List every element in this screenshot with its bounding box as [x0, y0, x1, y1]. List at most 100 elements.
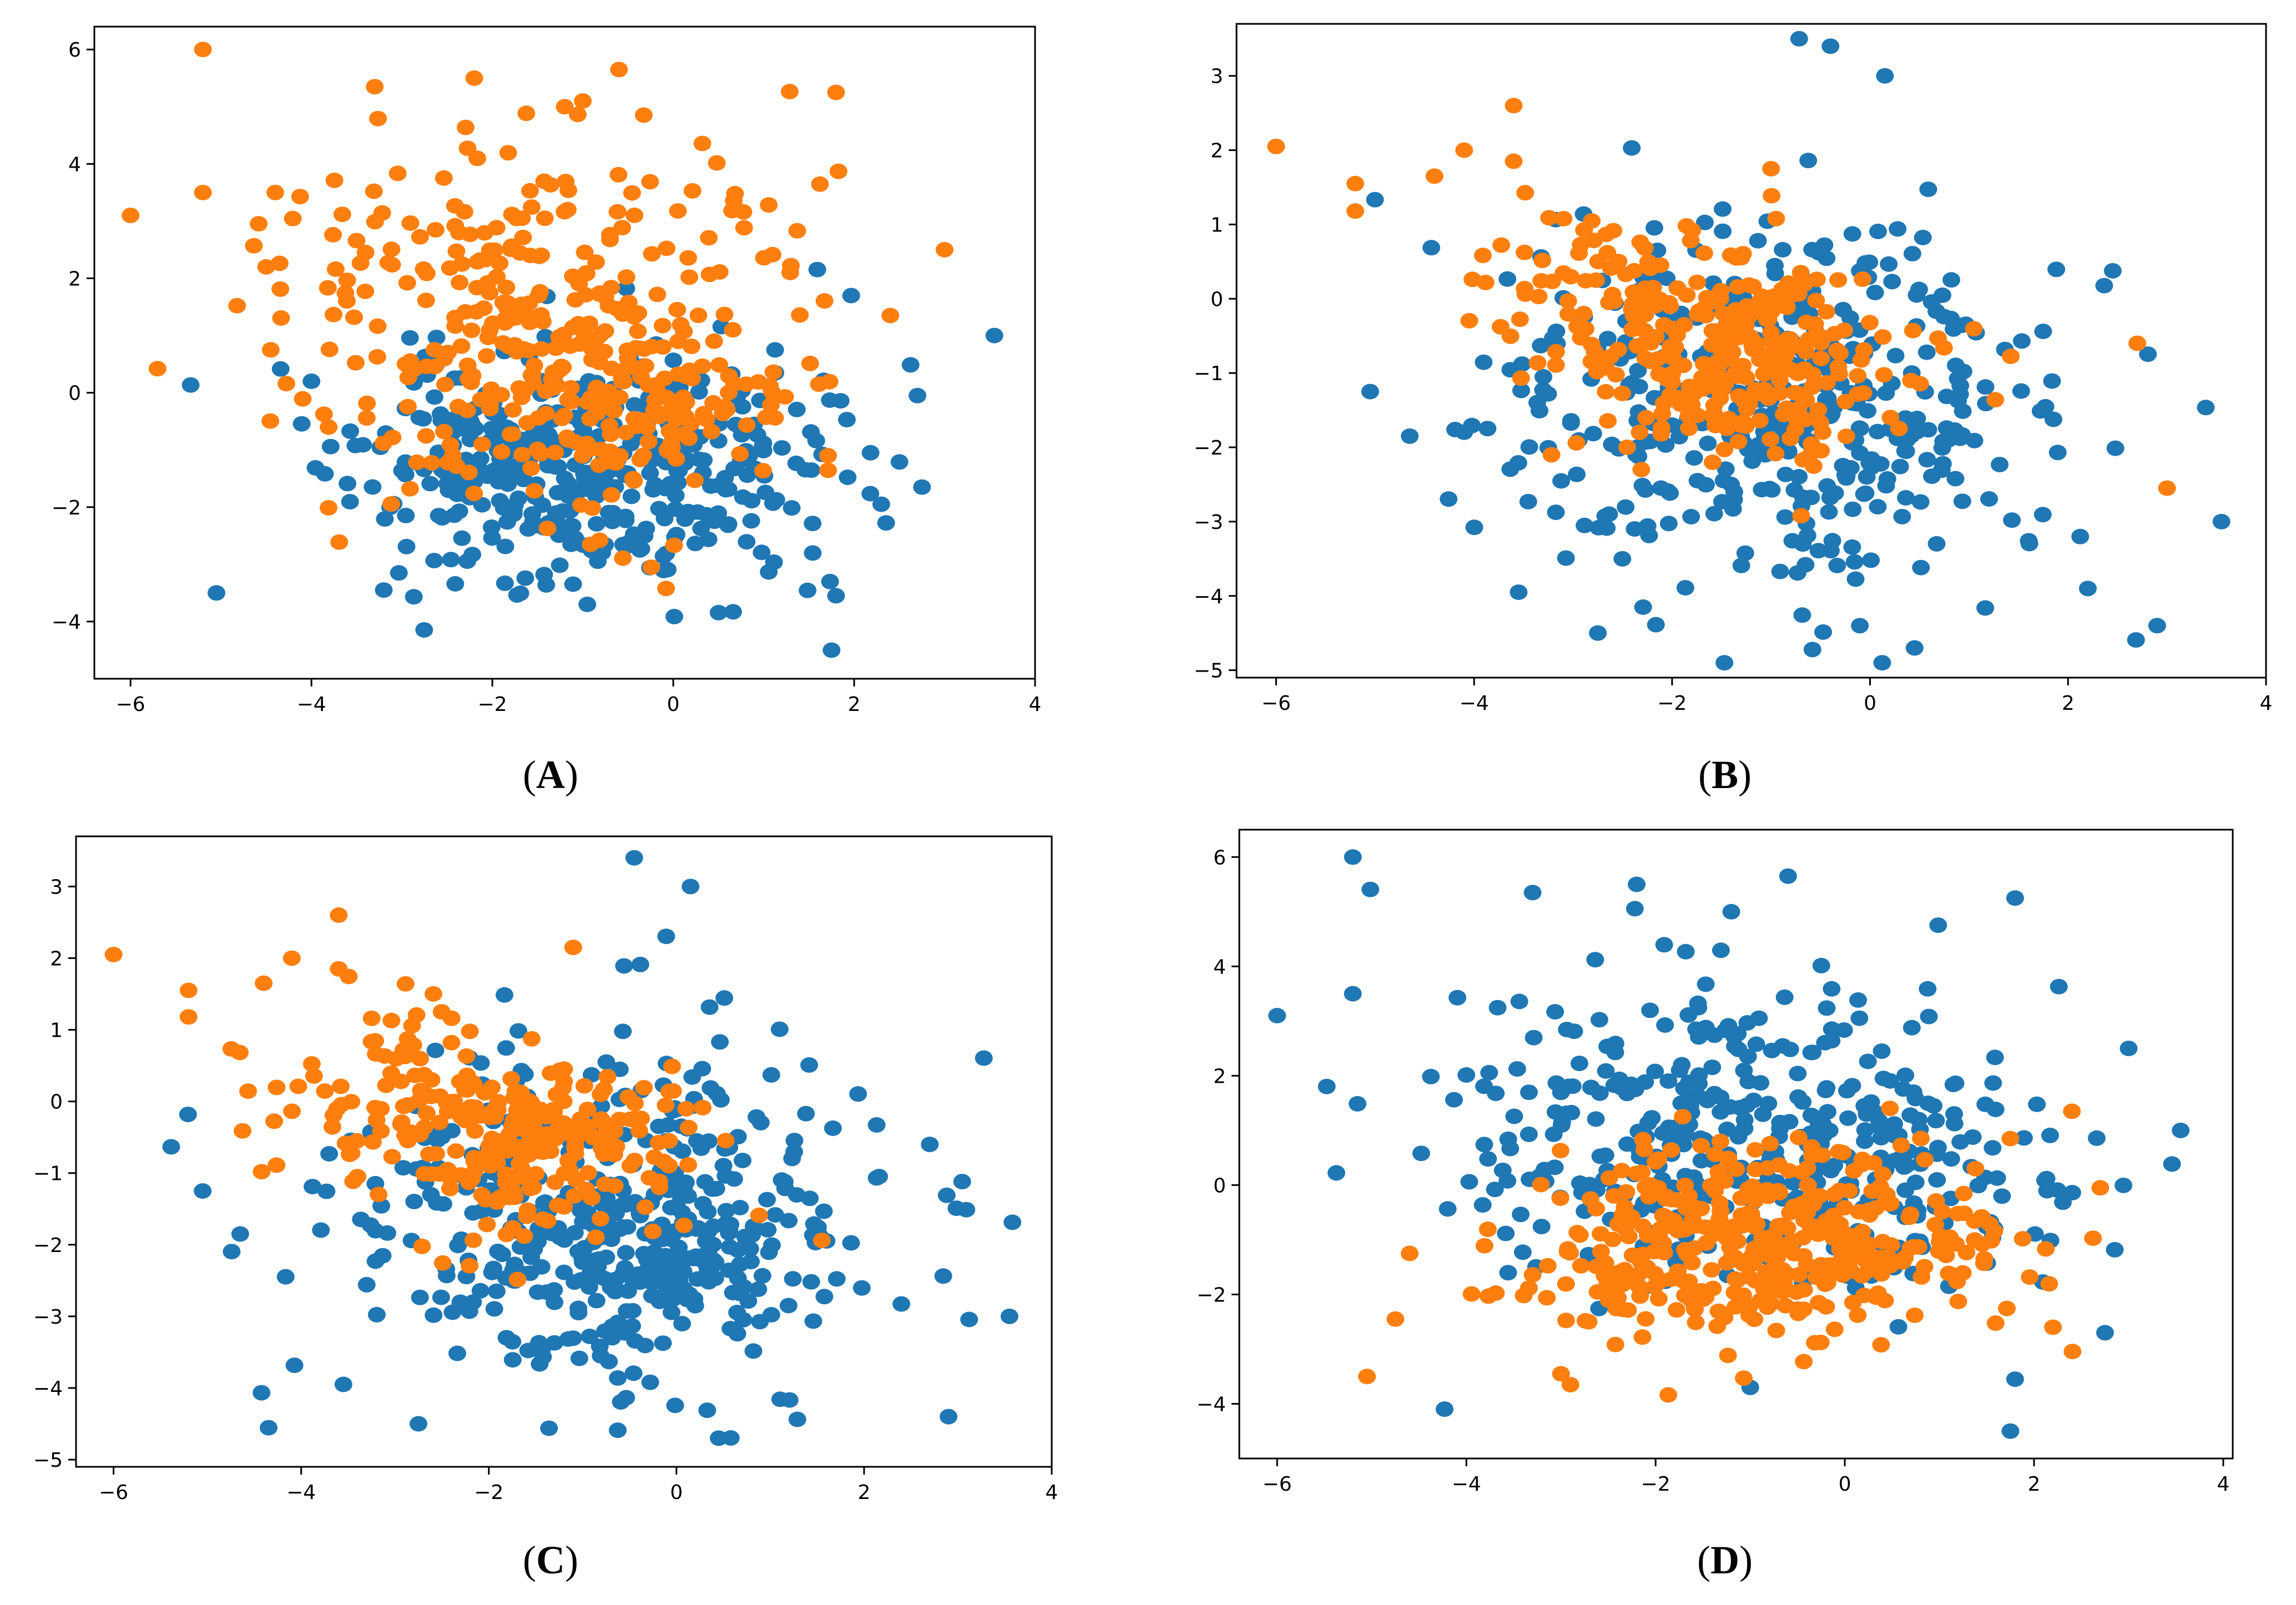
panel-a-orange-point: [764, 364, 783, 380]
panel-c-blue-point: [425, 1307, 443, 1323]
panel-b-orange-point: [1624, 307, 1643, 324]
panel-b-x-tick-label: −4: [1460, 692, 1489, 715]
panel-d-x-tick-label: 4: [2217, 1473, 2229, 1496]
panel-b-orange-point: [1732, 250, 1750, 266]
panel-d-orange-point: [1739, 1269, 1758, 1285]
panel-a-blue-point: [535, 567, 553, 583]
panel-b-orange-point: [1604, 223, 1622, 239]
panel-d-orange-point: [1809, 1295, 1828, 1311]
panel-c-blue-point: [411, 1289, 429, 1305]
panel-c-orange-point: [509, 1117, 527, 1133]
panel-a-orange-point: [458, 357, 477, 374]
panel-c-blue-point: [775, 1174, 794, 1190]
panel-d-orange-point: [2014, 1231, 2032, 1247]
panel-a-orange-point: [538, 521, 557, 537]
panel-a-orange-point: [572, 497, 590, 513]
panel-d-orange-point: [1538, 1290, 1556, 1306]
panel-c-frame: [75, 835, 1053, 1468]
panel-d-blue-point: [1535, 1162, 1553, 1178]
panel-a-blue-point: [339, 476, 357, 492]
panel-d-blue-point: [1818, 1000, 1836, 1016]
panel-a-orange-point: [481, 401, 499, 417]
panel-d-x-tick-label: 2: [2028, 1473, 2041, 1496]
panel-c-orange-point: [577, 1182, 596, 1198]
panel-d-blue-point: [1735, 1112, 1754, 1128]
panel-a-orange-point: [492, 387, 510, 403]
panel-c-orange-point: [505, 1090, 523, 1106]
panel-d-blue-point: [1344, 986, 1362, 1002]
panel-a-blue-point: [536, 329, 554, 345]
panel-b-orange-point: [1694, 381, 1712, 397]
panel-a-orange-point: [668, 302, 687, 317]
panel-c-orange-point: [302, 1056, 321, 1072]
panel-b-blue-point: [1699, 435, 1717, 451]
panel-d-blue-point: [1268, 1008, 1286, 1023]
panel-c-orange-point: [544, 1102, 562, 1118]
panel-c-blue-point: [432, 1289, 450, 1305]
panel-c-orange-point: [555, 1073, 573, 1089]
panel-d-blue-point: [1552, 1117, 1571, 1133]
panel-a-blue-point: [831, 393, 850, 409]
panel-b-orange-point: [1542, 447, 1561, 463]
panel-b-blue-point: [1814, 624, 1832, 640]
panel-a-orange-point: [245, 238, 263, 254]
panel-a-orange-point: [532, 248, 551, 263]
panel-b-blue-point: [1917, 344, 1936, 360]
panel-c-blue-point: [334, 1376, 352, 1392]
panel-a-orange-point: [270, 255, 289, 271]
panel-b-orange-point: [1680, 420, 1698, 436]
panel-d-blue-point: [1513, 1244, 1532, 1260]
panel-d-blue-point: [1475, 1078, 1493, 1094]
panel-d-orange-point: [1927, 1193, 1945, 1209]
panel-c-orange-point: [495, 1132, 513, 1148]
panel-a-blue-point: [804, 516, 822, 532]
panel-c-orange-point: [367, 1112, 386, 1128]
panel-c-blue-point: [659, 1117, 677, 1133]
panel-b-orange-point: [1767, 348, 1785, 364]
panel-c-blue-point: [749, 1281, 768, 1298]
panel-c-blue-point: [734, 1153, 751, 1168]
panel-b-orange-point: [1792, 508, 1810, 524]
panel-b-blue-point: [1859, 403, 1876, 419]
panel-a-orange-point: [735, 220, 753, 236]
panel-b-blue-point: [1714, 223, 1732, 239]
panel-d-orange-point: [1649, 1151, 1667, 1167]
panel-d-blue-point: [2106, 1241, 2124, 1258]
panel-d-blue-point: [1849, 992, 1867, 1008]
panel-d-orange-point: [1871, 1179, 1889, 1195]
panel-a-orange-point: [602, 487, 620, 503]
panel-d-frame: [1238, 829, 2234, 1460]
panel-c-orange-point: [605, 1147, 623, 1163]
panel-a-blue-point: [587, 516, 605, 532]
panel-b-blue-point: [1883, 274, 1901, 290]
panel-a-orange-point: [556, 407, 574, 423]
panel-a-orange-point: [194, 184, 212, 200]
panel-b-blue-point: [1366, 191, 1384, 208]
panel-c-blue-point: [975, 1050, 993, 1066]
panel-a-orange-point: [648, 286, 667, 302]
panel-b-orange-point: [1570, 245, 1588, 261]
panel-d-orange-point: [1638, 1259, 1656, 1275]
panel-d-orange-point: [1800, 1191, 1819, 1207]
panel-a-orange-point: [601, 443, 619, 460]
panel-d-y-tick-label: 4: [1213, 956, 1226, 978]
panel-b-orange-point: [1735, 393, 1753, 409]
panel-d-orange-point: [1734, 1370, 1753, 1386]
panel-d-blue-point: [1718, 1121, 1737, 1137]
panel-b-y-tick-label: −3: [1194, 511, 1223, 534]
panel-d-orange-point: [1596, 1268, 1614, 1284]
panel-a-orange-point: [417, 265, 436, 281]
panel-a-orange-point: [683, 339, 700, 355]
panel-a-orange-point: [425, 342, 443, 358]
panel-d-blue-point: [2006, 890, 2024, 906]
panel-b-frame: [1235, 23, 2267, 679]
panel-d-blue-point: [2028, 1096, 2046, 1112]
panel-d-orange-point: [1715, 1309, 1734, 1325]
panel-d-blue-point: [2120, 1041, 2138, 1057]
panel-d-orange-point: [1633, 1329, 1652, 1345]
panel-b-blue-point: [1876, 68, 1894, 84]
panel-a-orange-point: [456, 304, 475, 320]
panel-a-orange-point: [657, 581, 675, 597]
panel-a-orange-point: [658, 390, 676, 406]
panel-c-blue-point: [664, 1291, 683, 1307]
